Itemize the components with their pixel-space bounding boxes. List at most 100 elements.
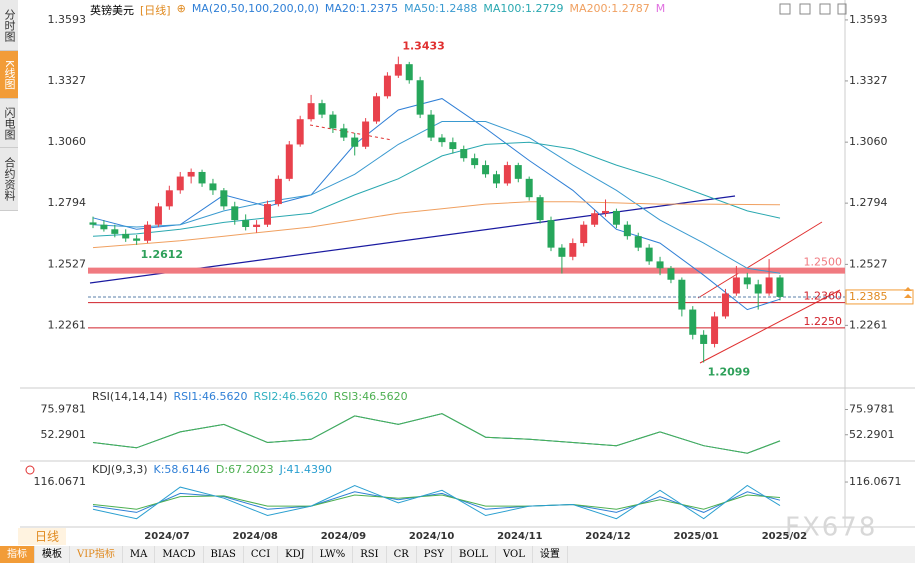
toolbar-tab[interactable]: VIP指标 — [70, 546, 123, 563]
series-line — [92, 121, 781, 274]
candle-body — [198, 171, 206, 184]
legend-entry: RSI3:46.5620 — [334, 390, 408, 403]
toolbar-tab[interactable]: CR — [387, 546, 417, 563]
candle-body — [165, 190, 173, 207]
toolbar-tab[interactable]: PSY — [417, 546, 452, 563]
toolbar-tab[interactable]: MACD — [155, 546, 204, 563]
level-label: 1.2250 — [804, 315, 843, 328]
series-line — [92, 413, 781, 454]
toolbar-tab[interactable]: LW% — [313, 546, 354, 563]
legend-entry: M — [655, 2, 666, 15]
legend-entry: D:67.2023 — [216, 463, 274, 476]
series-line — [92, 141, 781, 237]
y-tick-label: 1.2527 — [48, 257, 87, 270]
candle-body — [427, 114, 435, 138]
series-line — [92, 413, 781, 454]
y-tick-label: 1.2794 — [48, 196, 87, 209]
candle-body — [100, 224, 108, 230]
header: 英镑美元 [日线] ⊕ MA(20,50,100,200,0,0) MA20:1… — [90, 2, 665, 18]
candle-body — [689, 309, 697, 335]
legend-entry: J:41.4390 — [279, 463, 332, 476]
period[interactable]: [日线] — [140, 4, 171, 17]
series-line — [92, 484, 781, 520]
candle-body — [634, 236, 642, 248]
candle-body — [678, 279, 686, 310]
candle-body — [503, 165, 511, 184]
channel-line — [699, 289, 841, 364]
legend-entry: K:58.6146 — [154, 463, 210, 476]
candle-body — [231, 206, 239, 221]
candle-body — [656, 261, 664, 269]
series-line — [92, 201, 781, 249]
legend-entry: MA20:1.2375 — [324, 2, 399, 15]
toolbar-tab[interactable]: BOLL — [452, 546, 496, 563]
toolbar-tab[interactable]: KDJ — [278, 546, 313, 563]
candle-body — [776, 277, 784, 297]
legend-entry: MA50:1.2488 — [404, 2, 478, 15]
price-arrow — [904, 286, 912, 298]
series-line — [92, 491, 781, 513]
toolbar-tab[interactable]: 模板 — [35, 546, 70, 563]
candle-body — [514, 165, 522, 179]
level-label: 1.2500 — [804, 256, 843, 269]
price-annotation: 1.3433 — [402, 40, 444, 53]
candle-body — [89, 222, 97, 225]
toolbar: 指标 模板 VIP指标 MA MACD BIAS CCI KDJ LW% RSI CR PSY BOLL… — [0, 546, 915, 563]
level-label: 1.2360 — [804, 290, 843, 303]
x-tick-label: 2024/12 — [585, 531, 630, 542]
period-bg — [18, 528, 66, 545]
x-tick-label: 2024/08 — [232, 531, 277, 542]
legend-entry: MA100:1.2729 — [483, 2, 564, 15]
candle-body — [471, 158, 479, 166]
toolbar-tab[interactable]: 指标 — [0, 546, 35, 563]
candle-body — [558, 247, 566, 257]
candle-body — [373, 96, 381, 122]
x-tick-label: 2024/09 — [321, 531, 366, 542]
candle-body — [242, 220, 250, 227]
legend-entry: RSI2:46.5620 — [254, 390, 328, 403]
tab[interactable]: 合约资料 — [0, 148, 18, 211]
x-tick-label: 2024/10 — [409, 531, 454, 542]
legend-entry: RSI1:46.5620 — [173, 390, 247, 403]
y-tick-label: 1.3327 — [849, 74, 888, 87]
candle-body — [700, 334, 708, 344]
candle-body — [209, 183, 217, 191]
y-tick-label: 1.2794 — [849, 196, 888, 209]
toolbar-tab[interactable]: BIAS — [204, 546, 244, 563]
add-icon[interactable]: ⊕ — [176, 2, 186, 15]
candle-body — [623, 224, 631, 237]
candle-body — [602, 210, 610, 214]
candle-body — [318, 103, 326, 115]
x-tick-label: 2025/02 — [762, 531, 807, 542]
candle-body — [569, 243, 577, 257]
toolbar-tab[interactable]: CCI — [244, 546, 279, 563]
tab[interactable]: 闪电图 — [0, 99, 18, 148]
toolbar-tab[interactable]: MA — [123, 546, 156, 563]
y-tick-label: 75.9781 — [41, 403, 87, 416]
candle-body — [122, 233, 130, 239]
candle-body — [721, 293, 729, 317]
period-label[interactable]: 日线 — [35, 530, 59, 544]
legend-entry: MA200:1.2787 — [569, 2, 650, 15]
candle-body — [525, 178, 533, 198]
candle-body — [460, 149, 468, 159]
candle-body — [405, 64, 413, 81]
candle-body — [536, 197, 544, 221]
candle-body — [351, 137, 359, 147]
price-annotation: 1.2099 — [708, 366, 750, 379]
tab[interactable]: 分时图 — [0, 0, 18, 51]
indicator-title: KDJ(9,3,3) — [92, 463, 148, 476]
toolbar-tab[interactable]: 设置 — [533, 546, 568, 563]
y-tick-label: 52.2901 — [41, 428, 87, 441]
candle-body — [296, 119, 304, 145]
candle-body — [307, 103, 315, 120]
candle-body — [743, 277, 751, 285]
x-tick-label: 2024/07 — [144, 531, 189, 542]
x-tick-label: 2024/11 — [497, 531, 542, 542]
toolbar-tab[interactable]: VOL — [496, 546, 533, 563]
candle-body — [340, 128, 348, 138]
candle-body — [732, 277, 740, 294]
tab[interactable]: K线图 — [0, 51, 18, 99]
toolbar-tab[interactable]: RSI — [353, 546, 387, 563]
